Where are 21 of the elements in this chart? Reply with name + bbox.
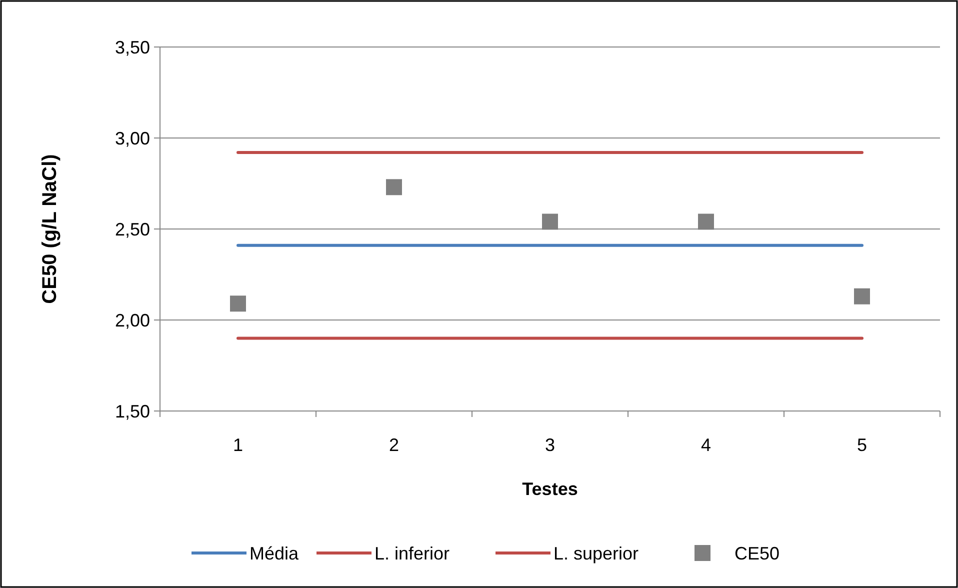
legend-label: CE50 (734, 543, 780, 564)
x-axis-title: Testes (522, 479, 578, 499)
y-tick-label: 1,50 (114, 401, 150, 422)
x-tick-label: 2 (388, 435, 400, 455)
legend-label: L. inferior (374, 543, 450, 564)
point (386, 179, 402, 196)
x-tick-label: 5 (856, 435, 868, 455)
y-tick-label: 3,00 (114, 128, 150, 148)
y-axis-title: CE50 (g/L NaCl) (39, 154, 61, 304)
x-tick-label: 1 (232, 435, 244, 455)
x-tick-label: 3 (544, 435, 556, 455)
legend-label: L. superior (554, 543, 639, 564)
x-tick-label: 4 (700, 435, 712, 455)
point (542, 214, 558, 230)
point (698, 214, 714, 230)
y-tick-label: 3,50 (114, 37, 150, 58)
point (230, 296, 246, 312)
point (854, 288, 870, 304)
y-tick-label: 2,50 (114, 219, 150, 240)
legend-label: Média (250, 543, 300, 564)
y-tick-label: 2,00 (114, 310, 150, 330)
